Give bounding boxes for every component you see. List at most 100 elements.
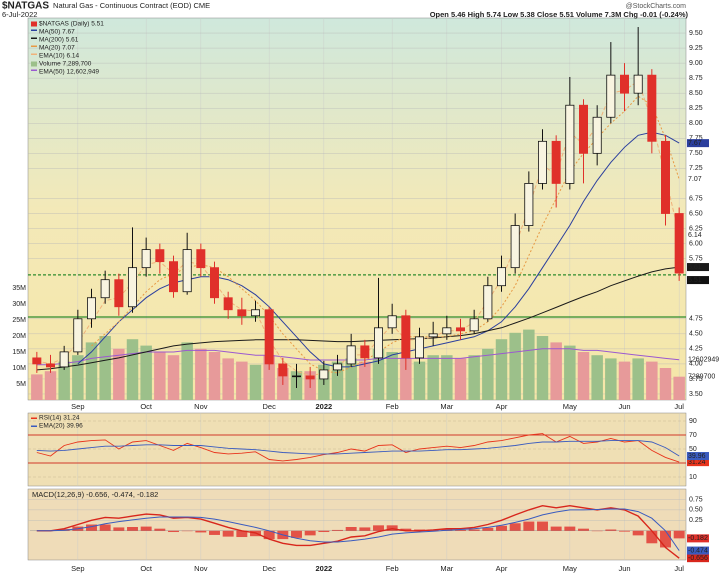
volume-bar [167,355,180,400]
date: 6-Jul-2022 [2,10,37,19]
candle-body [510,225,520,269]
volume-bar [345,358,357,400]
volume-bar [482,348,494,400]
y-tick-label: 90 [689,418,697,425]
y-tick-label: 8.50 [689,90,703,97]
histogram-bar [632,530,644,536]
histogram-bar [468,529,480,531]
histogram-bar [605,529,617,531]
value-tag-box [687,554,709,563]
volume-bar [646,361,658,400]
legend-swatch [31,29,37,31]
value-tag-box [687,534,709,543]
candle-body [442,327,452,335]
x-tick-label: Apr [496,564,508,573]
series-line [36,433,680,463]
y-tick-label: 3.75 [689,376,703,383]
candle-body [661,140,671,214]
histogram-bar [373,525,384,531]
candle-body [387,315,397,329]
x-tick-label: Mar [440,564,453,573]
volume-bar [85,342,98,400]
volume-bar [31,374,43,400]
candle-body [182,249,192,293]
chart-subtitle: Natural Gas - Continuous Contract (EOD) … [53,1,210,10]
histogram-bar [564,526,576,531]
histogram-bar [400,528,412,531]
volume-bar [591,355,603,400]
histogram-bar [359,527,371,531]
y-tick-label: 8.75 [689,75,703,82]
value-tag: 5.61 [688,264,702,271]
candle-body [278,363,288,377]
y-tick-label: 7.25 [689,165,703,172]
series-line [36,504,680,559]
overlay-line [36,266,680,371]
candle-body [496,267,506,287]
volume-bar [577,352,590,400]
candle-body [606,74,616,118]
candle-body [373,327,383,359]
y-tick-label: 10 [689,474,697,481]
x-tick-label: Jun [618,564,630,573]
x-tick-label: Oct [140,564,153,573]
x-tick-label: Dec [262,564,276,573]
y-tick-label: 50 [689,446,697,453]
volume-bar [618,361,631,400]
y-tick-label: 5M [16,381,26,388]
candle-body [168,261,178,293]
y-tick-label: 70 [689,432,697,439]
value-tag: 5.51 [688,277,702,284]
y-tick-label: 6.50 [689,210,703,217]
x-tick-label: May [563,402,577,411]
value-tag: 7289700 [688,374,715,381]
volume-bar [58,361,70,400]
y-tick-label: 7.50 [689,150,703,157]
histogram-bar [523,521,535,531]
volume-bar [441,355,453,400]
candle-body [114,279,124,308]
candle-body [32,357,42,365]
volume-bar [181,342,193,400]
histogram-bar [509,523,521,531]
candle-body [647,74,657,142]
value-tag-box [687,139,709,148]
volume-bar [140,345,152,400]
histogram-bar [154,528,166,531]
y-tick-label: 10M [12,365,26,372]
legend-label: MA(50) 7.67 [39,29,75,36]
x-tick-label: Feb [386,402,399,411]
candle-body [59,351,69,368]
histogram-bar [455,529,466,531]
histogram-bar [222,530,234,537]
histogram-bar [304,530,316,536]
histogram-bar [619,530,630,532]
x-tick-label: Nov [194,402,208,411]
y-tick-label: 7.75 [689,135,703,142]
candle-body [428,333,438,338]
candle-body [264,309,274,365]
volume-bar [605,358,617,400]
y-tick-label: 9.00 [689,60,703,67]
x-tick-label: 2022 [315,402,332,411]
y-tick-label: 9.25 [689,45,703,52]
candle-body [565,104,575,184]
candle-body [291,375,301,378]
value-tag: 12602949 [688,357,719,364]
volume-bar [386,352,398,400]
histogram-bar [550,526,562,531]
legend-label: RSI(14) 31.24 [39,415,80,422]
y-tick-label: 6.75 [689,195,703,202]
candle-body [551,140,561,184]
histogram-bar [86,524,97,531]
candle-body [469,318,479,332]
legend-swatch [31,425,37,427]
legend-label: EMA(20) 39.96 [39,423,83,430]
y-tick-label: 3.50 [689,391,703,398]
histogram-bar [660,530,671,548]
volume-bar [222,358,234,400]
value-tag: 7.67 [688,140,702,147]
candle-body [620,74,630,94]
x-tick-label: Dec [262,402,276,411]
